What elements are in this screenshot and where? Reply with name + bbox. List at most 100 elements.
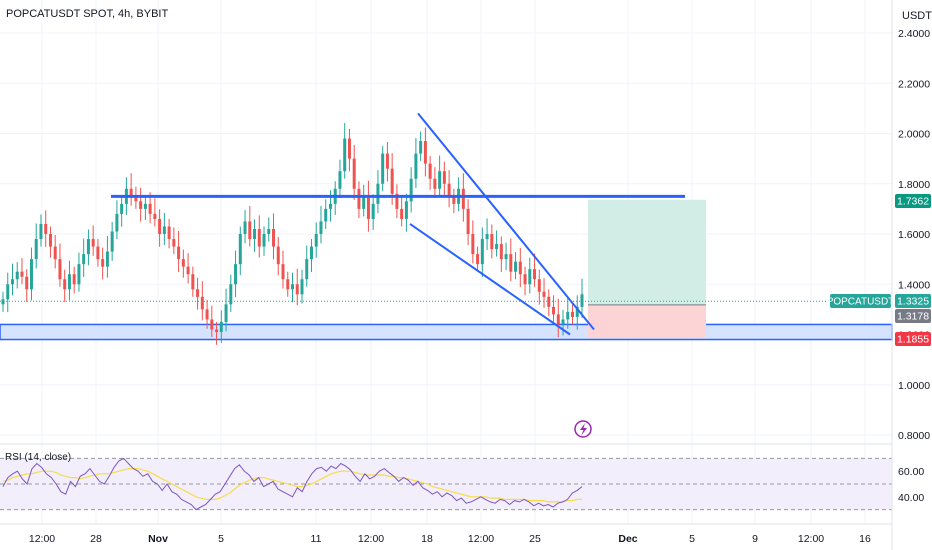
candle-body <box>433 178 437 189</box>
candle-body <box>34 239 38 260</box>
candle-body <box>272 228 276 247</box>
candle-body <box>452 196 456 204</box>
candle-body <box>53 246 57 260</box>
candle-body <box>39 223 43 240</box>
candle-body <box>25 276 29 290</box>
price-axis[interactable]: 2.40002.20002.00001.80001.60001.40001.20… <box>898 28 930 442</box>
candle-body <box>347 138 351 159</box>
price-tick-label: 2.2000 <box>898 78 930 90</box>
time-tick-label: 9 <box>752 533 758 545</box>
candle-body <box>305 259 309 280</box>
candle-body <box>238 234 242 265</box>
candle-body <box>385 153 389 169</box>
price-tick-label: 1.6000 <box>898 229 930 241</box>
time-tick-label: 12:00 <box>358 533 384 545</box>
lightning-icon[interactable] <box>574 420 592 438</box>
candle-body <box>172 239 176 247</box>
candle-body <box>115 213 119 232</box>
time-tick-label: 11 <box>311 533 322 545</box>
wedge-lower-line[interactable] <box>409 223 571 336</box>
time-axis[interactable]: 12:00 28 Nov 5 11 12:00 18 12:00 25 Dec 5 9 12:00 16 <box>29 533 871 545</box>
candle-body <box>514 261 518 272</box>
candle-body <box>480 239 484 265</box>
candle-body <box>58 259 62 280</box>
candle-body <box>414 153 418 179</box>
candle-body <box>533 269 537 280</box>
candle-body <box>352 158 356 189</box>
price-tick-label: 1.4000 <box>898 279 930 291</box>
candle-body <box>552 306 556 315</box>
chart-title[interactable]: POPCATUSDT SPOT, 4h, BYBIT <box>6 8 168 20</box>
time-tick-label: Nov <box>148 533 168 545</box>
candle-body <box>575 306 579 317</box>
price-grid <box>0 0 892 524</box>
candle-body <box>537 279 541 292</box>
candle-body <box>120 203 124 214</box>
candle-body <box>566 311 570 320</box>
candle-body <box>248 221 252 240</box>
long-stop-zone[interactable] <box>588 304 706 339</box>
stop-price-tag: 1.1855 <box>895 332 931 346</box>
candle-body <box>400 208 404 219</box>
time-tick-label: 12:00 <box>468 533 494 545</box>
rsi-label[interactable]: RSI (14, close) <box>5 452 71 463</box>
price-tick-label: 1.0000 <box>898 380 930 392</box>
candle-body <box>6 284 10 300</box>
candle-body <box>72 274 76 285</box>
candle-body <box>224 304 228 322</box>
candle-body <box>96 246 100 260</box>
candle-body <box>134 196 138 202</box>
candle-body <box>1 299 5 305</box>
candle-body <box>338 171 342 189</box>
candle-body <box>181 259 185 267</box>
candle-body <box>542 291 546 297</box>
candle-body <box>44 223 48 234</box>
rsi-axis: 60.00 40.00 <box>898 466 924 504</box>
candle-body <box>428 163 432 179</box>
candle-body <box>196 289 200 297</box>
candle-body <box>257 228 261 247</box>
candle-body <box>466 208 470 234</box>
candle-body <box>101 259 105 267</box>
candle-body <box>15 271 19 280</box>
candle-body <box>499 244 503 260</box>
candle-body <box>200 296 204 310</box>
candle-body <box>571 311 575 317</box>
currency-label[interactable]: USDT <box>902 10 932 22</box>
candle-body <box>523 274 527 285</box>
candle-body <box>105 251 109 267</box>
candle-body <box>509 254 513 272</box>
candle-body <box>423 141 427 164</box>
candle-body <box>281 264 285 280</box>
candle-body <box>314 234 318 247</box>
candle-body <box>253 228 257 240</box>
candle-body <box>381 153 385 184</box>
candle-body <box>205 309 209 320</box>
candle-body <box>328 203 332 209</box>
rsi-band <box>0 457 892 511</box>
candle-body <box>167 226 171 240</box>
time-tick-label: 5 <box>689 533 695 545</box>
candle-body <box>476 254 480 265</box>
candle-body <box>300 279 304 295</box>
price-tick-label: 0.8000 <box>898 430 930 442</box>
candle-body <box>29 259 33 290</box>
candle-body <box>153 213 157 219</box>
candle-body <box>148 203 152 214</box>
time-tick-label: 28 <box>90 533 102 545</box>
candle-body <box>461 188 465 209</box>
candle-body <box>234 264 238 285</box>
support-zone[interactable] <box>0 323 893 341</box>
candle-body <box>215 329 219 332</box>
candle-body <box>158 218 162 234</box>
candle-body <box>442 171 446 184</box>
candle-body <box>86 239 90 255</box>
long-target-zone[interactable] <box>588 199 706 305</box>
candles[interactable] <box>1 122 584 345</box>
candle-body <box>67 274 71 290</box>
wedge-upper-line[interactable] <box>417 112 595 331</box>
rsi-ma-line <box>2 468 582 503</box>
time-tick-label: 12:00 <box>29 533 55 545</box>
